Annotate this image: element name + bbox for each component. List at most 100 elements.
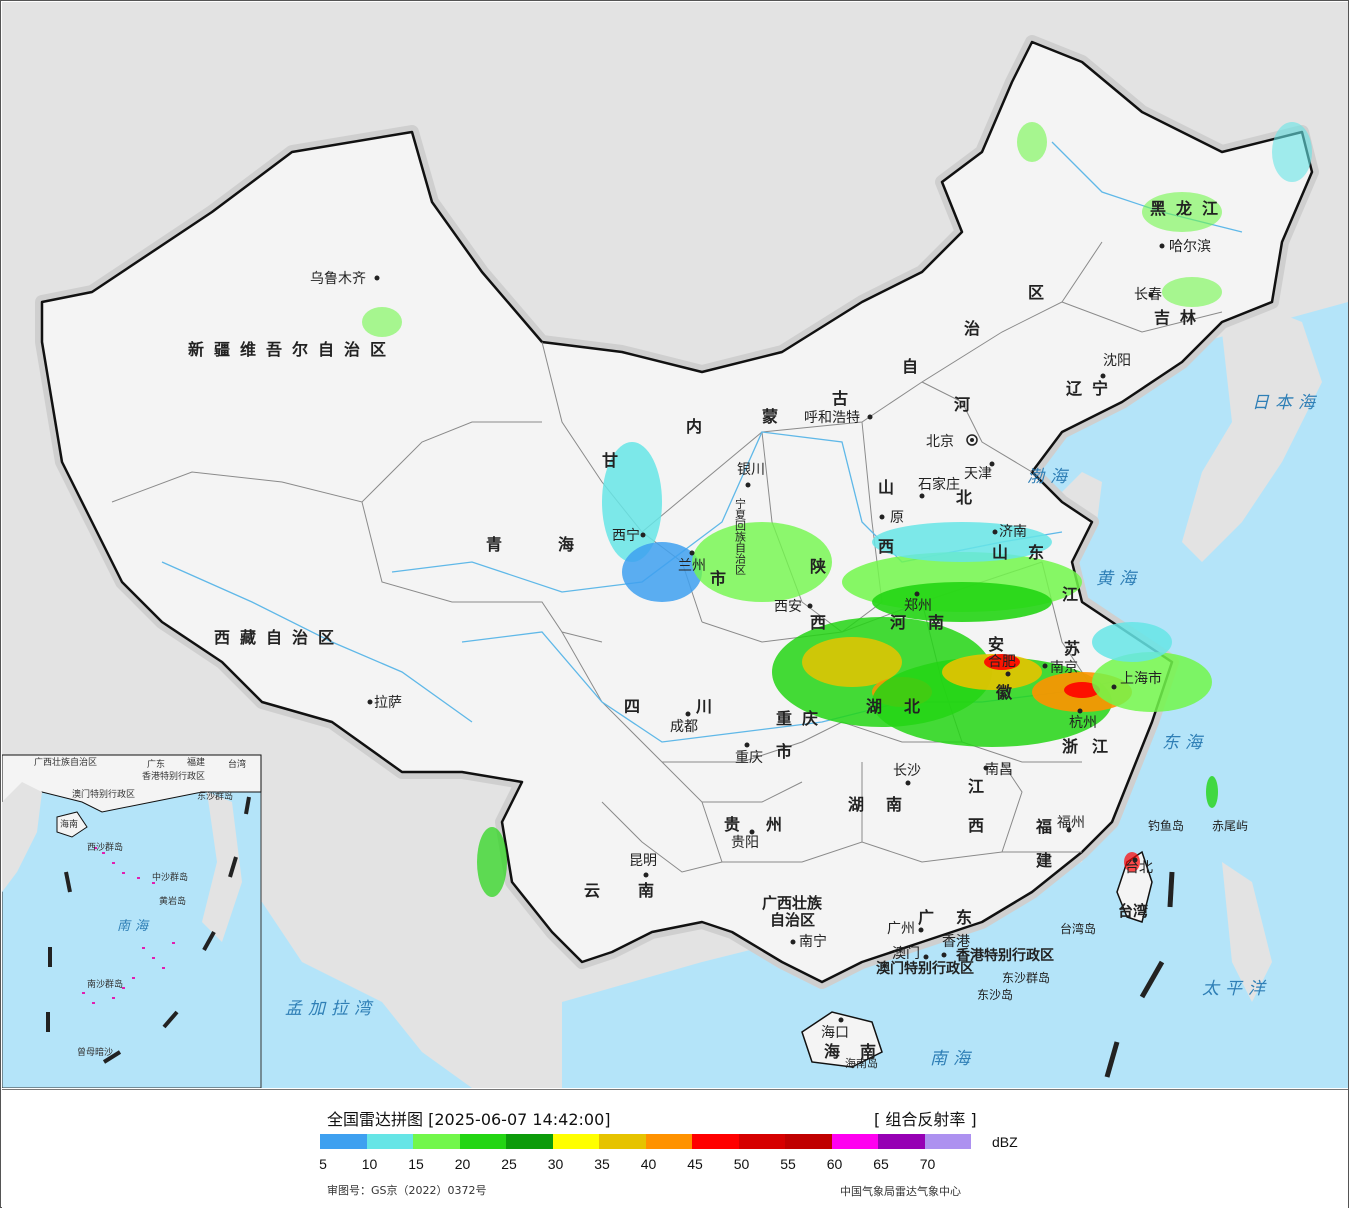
- taiwan-island: [1116, 850, 1153, 923]
- province-fujian-1: 福: [1035, 817, 1062, 836]
- hainan-island: [801, 1011, 883, 1068]
- city-nanning: 南宁: [799, 933, 827, 950]
- province-hainan-2: 南: [860, 1042, 886, 1061]
- color-swatch: [413, 1134, 460, 1149]
- province-qinghai-1: 青: [486, 535, 512, 554]
- city-tianjin: 天津: [964, 466, 992, 482]
- province-hongkong-sar: 香港特别行政区: [955, 947, 1054, 964]
- color-swatch: [645, 1134, 692, 1149]
- province-guizhou-1: 贵: [724, 815, 750, 834]
- province-guangdong-1: 广: [918, 908, 944, 927]
- city-hangzhou: 杭州: [1069, 715, 1097, 731]
- city-lanzhou: 兰州: [678, 558, 706, 574]
- legend-tick-label: 55: [780, 1156, 796, 1172]
- inset-label-zhongsha: 中沙群岛: [152, 871, 188, 883]
- city-harbin: 哈尔滨: [1169, 239, 1211, 255]
- color-swatch: [738, 1134, 785, 1149]
- inset-label-guangdong: 广东: [147, 758, 165, 770]
- sea-bengal: 孟加拉湾: [285, 999, 377, 1019]
- inset-label-fujian: 福建: [187, 756, 205, 768]
- inset-label-huangyan: 黄岩岛: [159, 895, 186, 907]
- legend-title: 全国雷达拼图 [2025-06-07 14:42:00]: [327, 1110, 611, 1129]
- province-neimeng-6: 区: [1028, 283, 1054, 302]
- legend-tick-label: 30: [547, 1156, 564, 1172]
- province-shanxi-2: 西: [878, 537, 904, 556]
- province-shaanxi-1: 陕: [810, 557, 836, 576]
- color-swatch: [506, 1134, 553, 1149]
- city-zhengzhou: 郑州: [904, 598, 932, 614]
- province-neimeng-4: 自: [902, 357, 928, 376]
- city-labels: 乌鲁木齐 拉萨 西宁 兰州 银川 呼和浩特 北京 天津 石家庄 原: [310, 239, 1211, 1041]
- province-sichuan-1: 四: [624, 697, 650, 716]
- province-guangxi-2: 自治区: [770, 911, 815, 929]
- city-hohhot: 呼和浩特: [804, 410, 860, 426]
- province-neimeng-2: 蒙: [762, 407, 788, 426]
- province-chongqing-2: 市: [776, 742, 802, 761]
- data-source: 中国气象局雷达气象中心: [840, 1185, 961, 1198]
- legend-product: [ 组合反射率 ]: [874, 1110, 977, 1129]
- province-shaanxi-2: 西: [810, 613, 836, 632]
- philippines-land: [1222, 862, 1272, 1002]
- city-hongkong: 香港: [942, 934, 970, 950]
- sea-pacific: 太平洋: [1202, 979, 1271, 999]
- south-china-sea-inset: 广西壮族自治区 广东 福建 台湾 香港特别行政区 澳门特别行政区 东沙群岛 海南…: [2, 754, 262, 1088]
- inset-label-hainan: 海南: [60, 818, 78, 830]
- radar-map: 乌鲁木齐 拉萨 西宁 兰州 银川 呼和浩特 北京 天津 石家庄 原: [2, 2, 1348, 1088]
- province-hubei-1: 湖: [866, 697, 892, 716]
- inset-label-zengmu: 曾母暗沙: [77, 1046, 113, 1058]
- province-yunnan-2: 南: [638, 881, 664, 900]
- province-zhejiang-1: 浙: [1062, 737, 1088, 756]
- japan-land: [1182, 302, 1322, 562]
- city-urumqi: 乌鲁木齐: [310, 271, 366, 287]
- province-hainan-1: 海: [824, 1042, 850, 1061]
- province-jiangxi-1: 江: [968, 777, 994, 796]
- province-ningxia: 宁夏回族自治区: [734, 497, 747, 575]
- place-diaoyu: 钓鱼岛: [1148, 818, 1184, 833]
- city-kunming: 昆明: [629, 853, 657, 869]
- place-labels: 钓鱼岛 赤尾屿 台湾岛 东沙群岛 东沙岛 海南岛: [845, 818, 1248, 1070]
- legend-tick-label: 60: [826, 1156, 843, 1172]
- city-shijiazhuang: 石家庄: [918, 476, 960, 493]
- city-nanchang: 南昌: [985, 762, 1013, 778]
- legend-unit: dBZ: [992, 1134, 1018, 1150]
- province-gansu: 甘: [602, 451, 628, 470]
- city-chongqing: 重庆: [735, 750, 763, 766]
- inset-label-dongsha: 东沙群岛: [197, 790, 233, 802]
- place-dongsha: 东沙群岛: [1002, 970, 1050, 985]
- province-anhui-2: 徽: [995, 683, 1022, 702]
- province-guangdong-2: 东: [956, 908, 982, 927]
- province-guizhou-2: 州: [765, 815, 792, 834]
- legend-panel: 全国雷达拼图 [2025-06-07 14:42:00] [ 组合反射率 ] d…: [2, 1089, 1348, 1208]
- province-neimeng-1: 内: [686, 417, 712, 436]
- color-swatch: [692, 1134, 739, 1149]
- inset-label-xisha: 西沙群岛: [87, 841, 123, 853]
- city-macau: 澳门: [892, 946, 920, 962]
- place-dongsha-island: 东沙岛: [977, 987, 1013, 1002]
- legend-tick-label: 70: [919, 1156, 936, 1172]
- inset-label-guangxi: 广西壮族自治区: [34, 756, 97, 768]
- province-yunnan-1: 云: [584, 881, 610, 900]
- place-taiwan-island: 台湾岛: [1060, 921, 1096, 936]
- province-xizang: 西藏自治区: [214, 628, 344, 647]
- city-haikou: 海口: [821, 1025, 849, 1041]
- sea-yellow: 黄海: [1096, 569, 1142, 589]
- legend-tick-label: 5: [319, 1156, 327, 1172]
- inset-sea-label: 南海: [117, 919, 153, 934]
- province-henan-1: 河: [890, 613, 916, 632]
- color-swatch: [831, 1134, 878, 1149]
- province-jiangsu-1: 江: [1062, 585, 1088, 604]
- color-swatch: [599, 1134, 646, 1149]
- map-approval-number: 审图号：GS京（2022）0372号: [327, 1184, 487, 1197]
- city-xining: 西宁: [612, 527, 640, 544]
- province-henan-2: 南: [928, 613, 954, 632]
- sea-labels: 日本海 渤海 黄海 东海 太平洋 南海 孟加拉湾: [285, 393, 1315, 1069]
- city-jinan: 济南: [999, 524, 1027, 540]
- province-macau-sar: 澳门特别行政区: [876, 960, 974, 977]
- province-neimeng-3: 古: [832, 389, 858, 408]
- color-swatch: [878, 1134, 925, 1149]
- city-guiyang: 贵阳: [731, 835, 759, 851]
- province-guangxi-1: 广西壮族: [762, 894, 823, 912]
- legend-tick-label: 10: [361, 1156, 378, 1172]
- city-shanghai: 上海市: [1120, 670, 1162, 687]
